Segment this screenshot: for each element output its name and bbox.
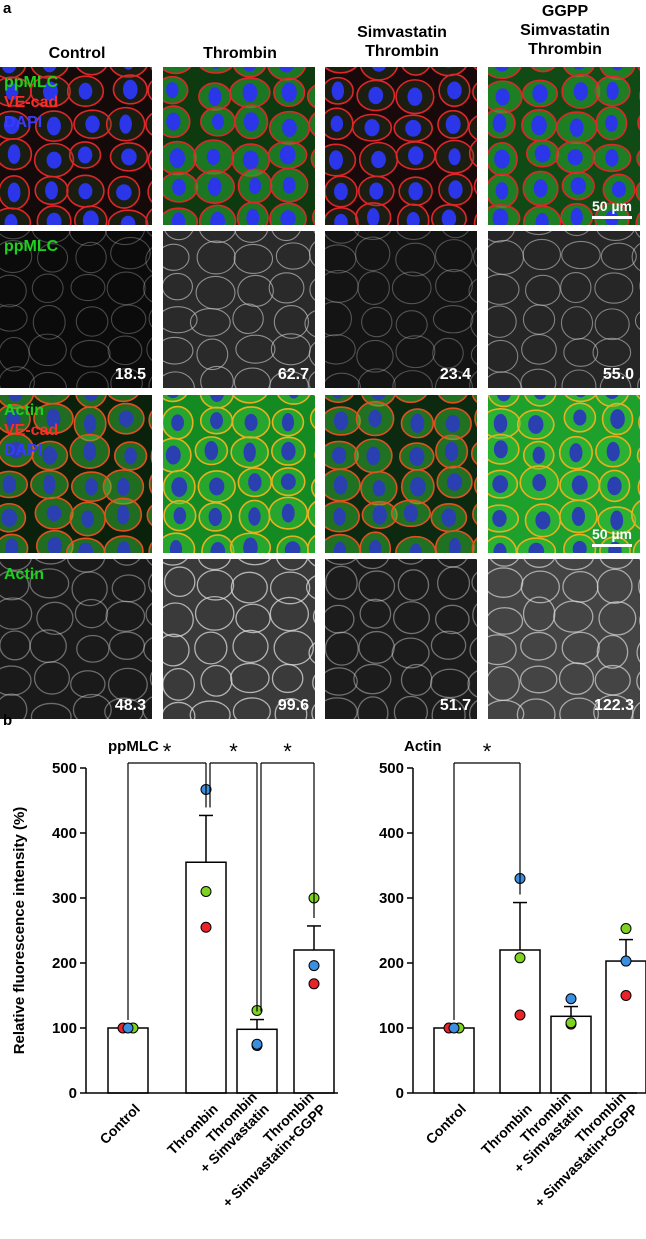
micrograph-tile: 50 µm xyxy=(488,67,640,225)
column-header-3: GGPP Simvastatin Thrombin xyxy=(489,2,641,59)
column-header-2: Simvastatin Thrombin xyxy=(326,23,478,61)
data-point-green xyxy=(514,952,526,964)
micrograph-tile xyxy=(163,67,315,225)
channel-label: DAPI xyxy=(4,114,43,131)
bar xyxy=(605,960,646,1094)
intensity-value: 99.6 xyxy=(277,697,309,714)
data-point-red xyxy=(620,990,632,1001)
column-header-line: Thrombin xyxy=(365,43,439,60)
data-point-blue xyxy=(251,1038,263,1050)
x-tick-label-line: Control xyxy=(422,1101,469,1148)
data-point-blue xyxy=(308,960,320,972)
intensity-value: 55.0 xyxy=(602,366,634,383)
significance-star: * xyxy=(283,739,292,764)
micrograph-tile: 99.6 xyxy=(163,559,315,719)
data-point-blue xyxy=(122,1022,134,1034)
x-tick-label: Control xyxy=(422,1101,469,1148)
scale-bar: 50 µm xyxy=(592,526,632,547)
scale-bar-label: 50 µm xyxy=(592,198,632,214)
data-point-blue xyxy=(448,1022,460,1034)
micrograph-tile xyxy=(325,395,477,553)
scale-bar-line xyxy=(592,216,632,219)
micrograph-tile: 55.0 xyxy=(488,231,640,388)
channel-label: DAPI xyxy=(4,442,43,459)
intensity-value: 48.3 xyxy=(114,697,146,714)
y-tick-label: 400 xyxy=(379,825,404,842)
micrograph-tile xyxy=(325,67,477,225)
y-tick-label: 0 xyxy=(396,1085,404,1102)
channel-label: ppMLC xyxy=(4,238,59,255)
micrograph-tile: Actin VE-cad DAPI xyxy=(0,395,152,553)
data-point-green xyxy=(620,923,632,935)
intensity-value: 18.5 xyxy=(114,366,146,383)
panel-letter-b: b xyxy=(3,712,13,729)
column-header-0: Control xyxy=(1,44,153,63)
micrograph-tile xyxy=(163,395,315,553)
data-point-red xyxy=(200,921,212,933)
y-tick-label: 300 xyxy=(379,890,404,907)
column-header-line: Simvastatin xyxy=(520,22,610,39)
scale-bar-label: 50 µm xyxy=(592,526,632,542)
bar xyxy=(433,1027,475,1094)
y-tick-label: 200 xyxy=(52,955,77,972)
y-tick-label: 500 xyxy=(52,760,77,777)
scale-bar-line xyxy=(592,544,632,547)
bar xyxy=(293,949,335,1094)
y-tick-label: 0 xyxy=(69,1085,77,1102)
channel-label: Actin xyxy=(4,566,44,583)
y-tick-label: 400 xyxy=(52,825,77,842)
y-tick-label: 200 xyxy=(379,955,404,972)
micrograph-tile: 62.7 xyxy=(163,231,315,388)
micrograph-tile: ppMLC 18.5 xyxy=(0,231,152,388)
micrograph-tile: Actin 48.3 xyxy=(0,559,152,719)
column-header-1: Thrombin xyxy=(164,44,316,63)
bar-charts: ppMLC 0 100 200 300 400 500 Relative fluorescen… xyxy=(11,738,646,1210)
bar xyxy=(499,949,541,1094)
chart-title: Actin xyxy=(404,738,442,755)
intensity-value: 23.4 xyxy=(439,366,471,383)
significance-star: * xyxy=(483,739,492,764)
y-tick-label: 300 xyxy=(52,890,77,907)
data-point-blue xyxy=(620,955,632,967)
data-point-blue xyxy=(565,993,577,1005)
data-point-red xyxy=(308,978,320,990)
micrograph-tile: 122.3 xyxy=(488,559,640,719)
channel-label: ppMLC xyxy=(4,74,59,91)
significance-star: * xyxy=(229,739,238,764)
panel-letter-a: a xyxy=(3,0,12,17)
y-tick-label: 100 xyxy=(52,1020,77,1037)
column-header-line: Simvastatin xyxy=(357,24,447,41)
y-tick-label: 500 xyxy=(379,760,404,777)
channel-label: Actin xyxy=(4,402,44,419)
data-point-green xyxy=(200,886,212,897)
column-header-line: Control xyxy=(48,45,106,62)
column-header-line: Thrombin xyxy=(203,45,277,62)
data-point-green xyxy=(565,1017,577,1029)
intensity-value: 51.7 xyxy=(439,697,471,714)
y-axis-label: Relative fluorescence intensity (%) xyxy=(11,807,28,1055)
column-header-line: Thrombin xyxy=(528,41,602,58)
micrograph-tile: ppMLC VE-cad DAPI xyxy=(0,67,152,225)
y-tick-label: 100 xyxy=(379,1020,404,1037)
micrograph-tile: 51.7 xyxy=(325,559,477,719)
significance-star: * xyxy=(163,739,172,764)
data-point-red xyxy=(514,1009,526,1021)
scale-bar: 50 µm xyxy=(592,198,632,219)
intensity-value: 122.3 xyxy=(593,697,634,714)
channel-label: VE-cad xyxy=(4,94,59,111)
micrograph-tile: 23.4 xyxy=(325,231,477,388)
column-header-line: GGPP xyxy=(541,3,589,20)
x-tick-label: Control xyxy=(96,1101,143,1148)
bar xyxy=(185,861,227,1094)
micrograph-tile: 50 µm xyxy=(488,395,640,553)
bar xyxy=(107,1027,149,1094)
chart-title: ppMLC xyxy=(108,738,159,755)
x-tick-label-line: Control xyxy=(96,1101,143,1148)
intensity-value: 62.7 xyxy=(277,366,309,383)
channel-label: VE-cad xyxy=(4,422,59,439)
